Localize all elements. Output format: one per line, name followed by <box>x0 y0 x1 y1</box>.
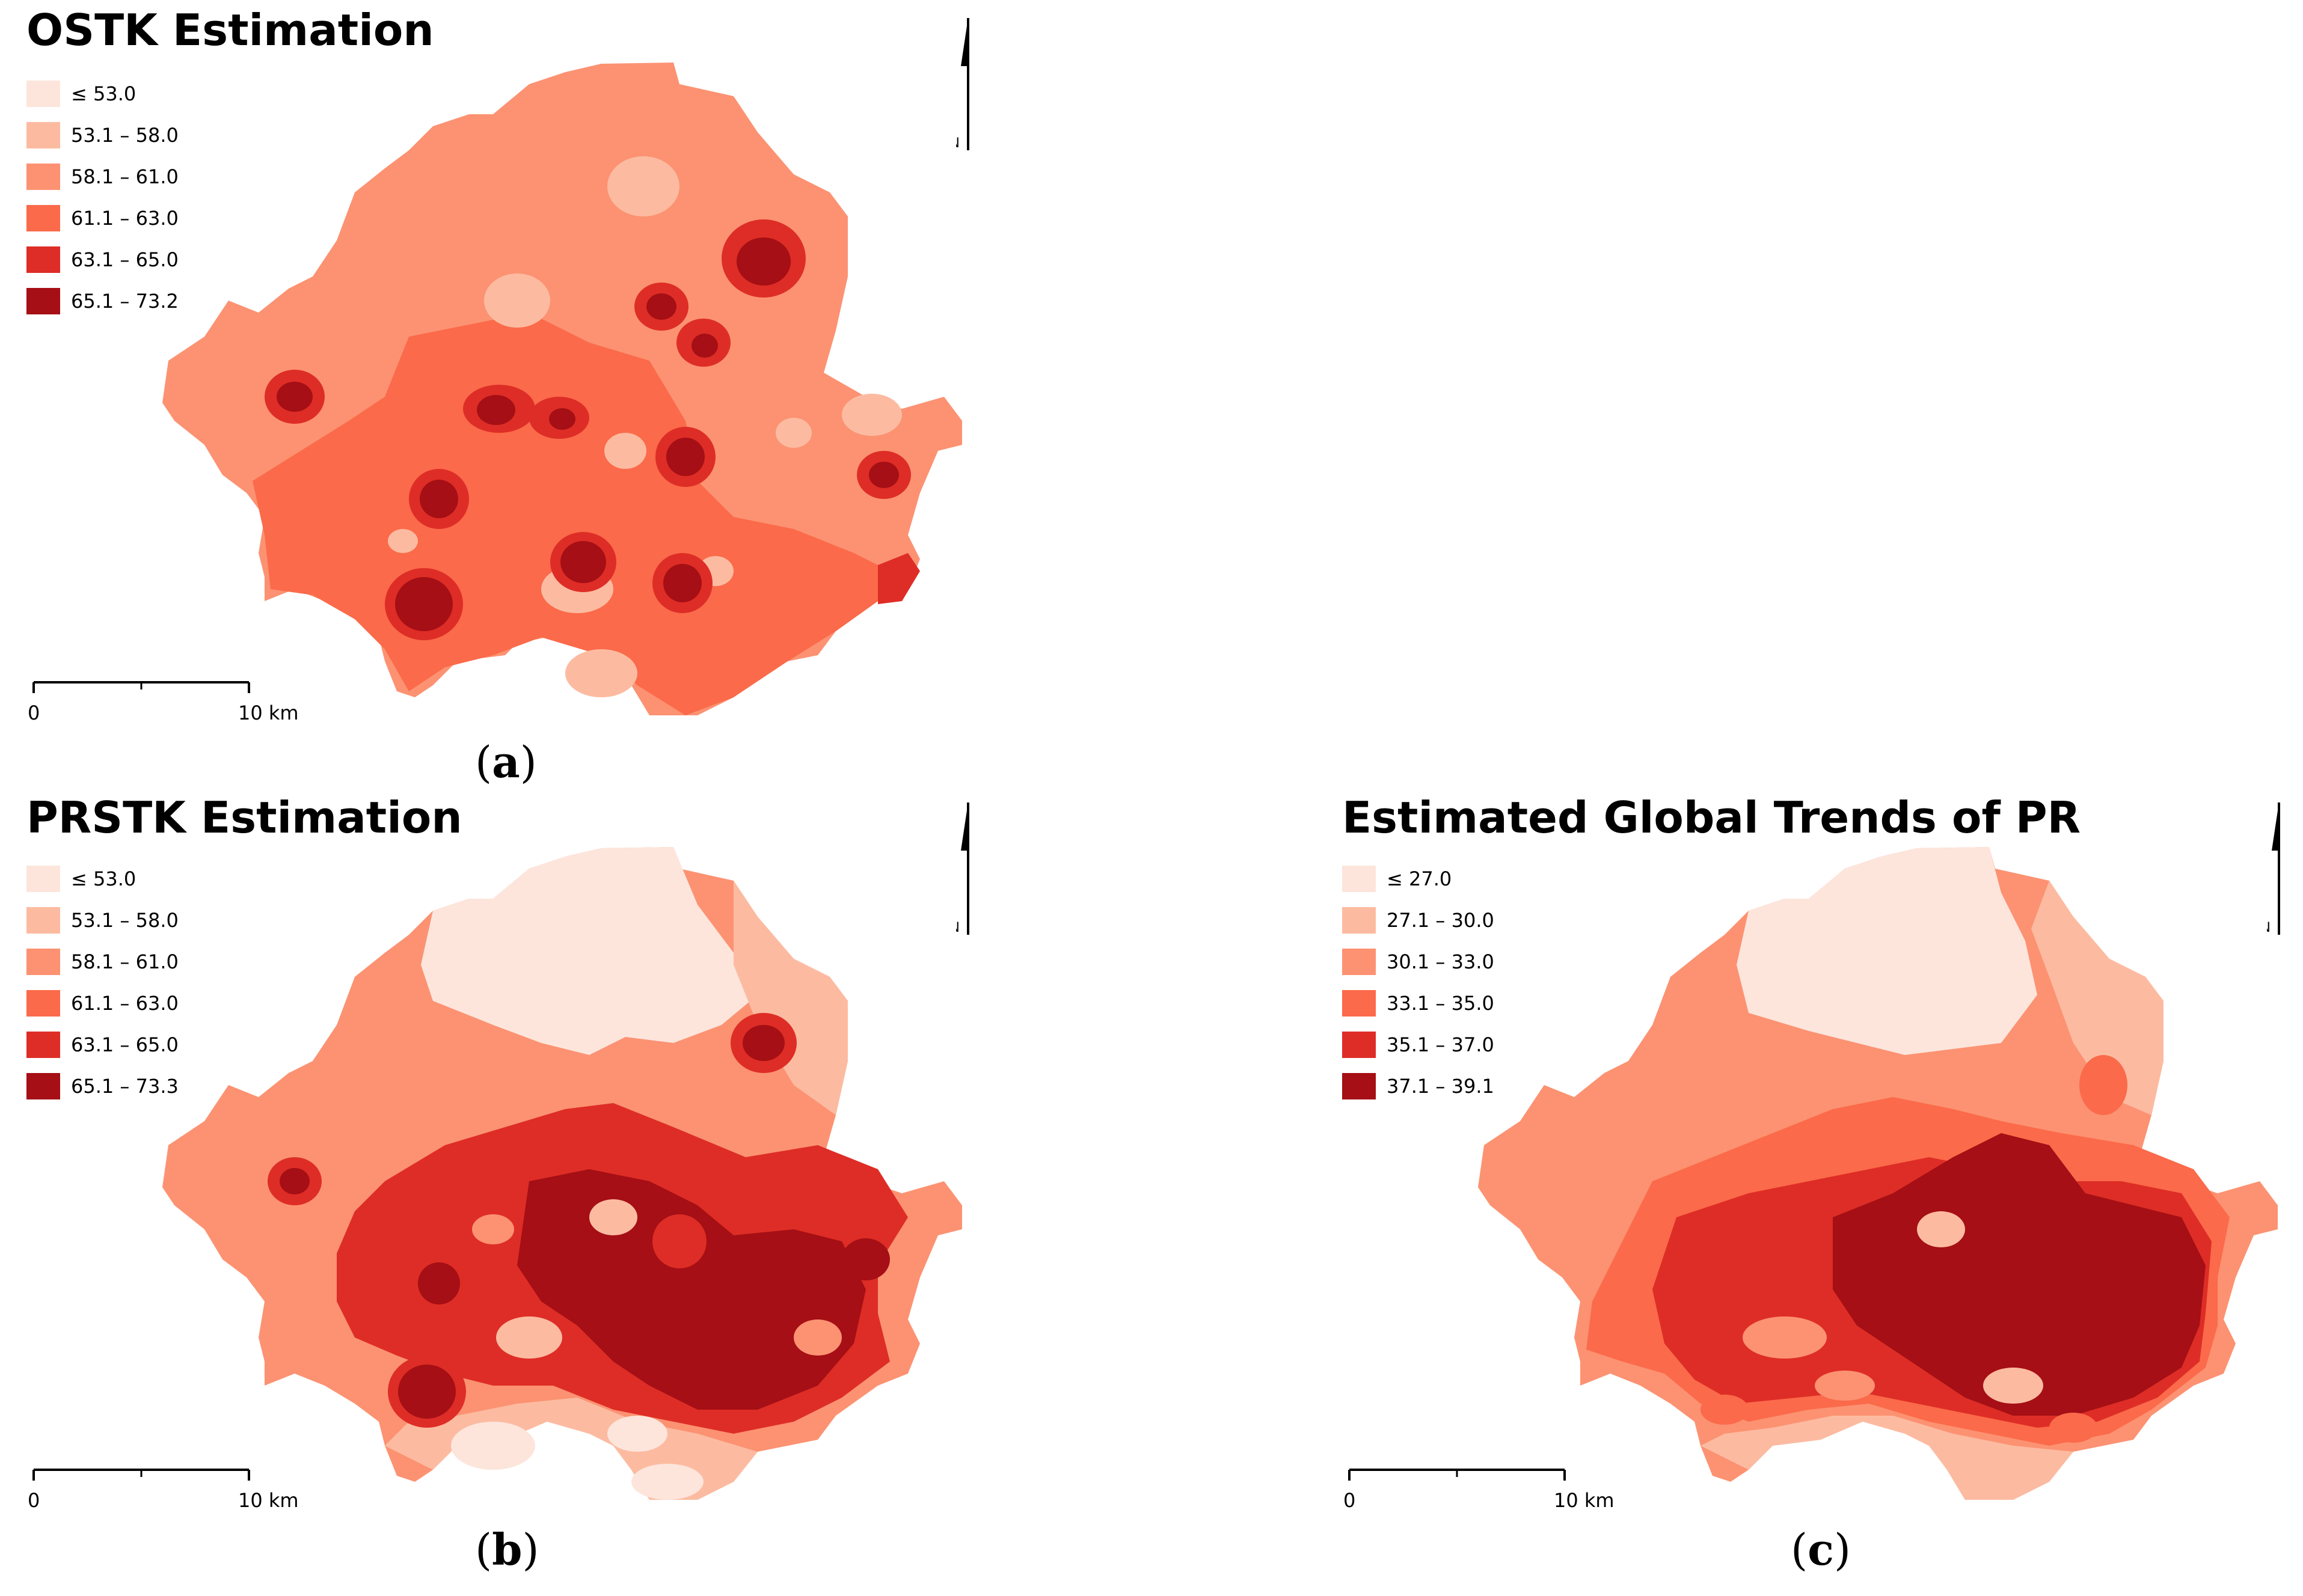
legend-swatch <box>26 164 60 190</box>
legend-label: 35.1 – 37.0 <box>1387 1033 1494 1056</box>
panel-b-caption: (b) <box>475 1524 539 1575</box>
legend-swatch <box>26 866 60 892</box>
north-label: N <box>956 136 960 151</box>
legend-label: 58.1 – 61.0 <box>71 165 179 188</box>
legend-swatch <box>1342 1032 1376 1058</box>
panel-a-title: OSTK Estimation <box>26 5 434 55</box>
legend-label: 53.1 – 58.0 <box>71 909 179 932</box>
panel-a-map <box>162 63 962 715</box>
legend-label: 61.1 – 63.0 <box>71 992 179 1015</box>
legend-label: ≤ 53.0 <box>71 82 136 105</box>
legend-label: ≤ 27.0 <box>1387 867 1452 890</box>
legend-swatch <box>1342 990 1376 1017</box>
legend-label: 33.1 – 35.0 <box>1387 992 1494 1015</box>
north-arrow-icon: N <box>956 803 969 935</box>
legend-swatch <box>26 122 60 148</box>
legend-swatch <box>26 907 60 934</box>
legend-swatch <box>26 205 60 231</box>
legend-label: 27.1 – 30.0 <box>1387 909 1494 932</box>
scale-zero-label: 0 <box>1343 1489 1355 1512</box>
legend-label: 53.1 – 58.0 <box>71 124 179 147</box>
panel-b-scale-bar: 0 10 km <box>28 1469 299 1512</box>
legend-label: 63.1 – 65.0 <box>71 1033 179 1056</box>
legend-label: 63.1 – 65.0 <box>71 248 179 271</box>
panel-c-map <box>1478 847 2278 1500</box>
scale-end-label: 10 km <box>238 1489 299 1512</box>
north-label: N <box>2267 920 2271 935</box>
panel-a-caption: (a) <box>475 736 537 787</box>
legend-swatch <box>1342 949 1376 975</box>
caption-letter: b <box>492 1524 523 1575</box>
legend-label: 30.1 – 33.0 <box>1387 950 1494 973</box>
legend-swatch <box>26 288 60 314</box>
north-label: N <box>956 920 960 935</box>
legend-swatch <box>1342 907 1376 934</box>
legend-swatch <box>26 949 60 975</box>
legend-swatch <box>26 1032 60 1058</box>
legend-swatch <box>1342 866 1376 892</box>
legend-swatch <box>26 990 60 1017</box>
legend-label: 37.1 – 39.1 <box>1387 1075 1494 1098</box>
north-arrow-icon: N <box>956 18 969 151</box>
legend-label: 61.1 – 63.0 <box>71 207 179 230</box>
legend-swatch <box>26 81 60 107</box>
panel-c-scale-bar: 0 10 km <box>1343 1469 1615 1512</box>
legend-swatch <box>26 246 60 273</box>
legend-label: 65.1 – 73.2 <box>71 290 179 313</box>
scale-end-label: 10 km <box>238 702 299 724</box>
caption-letter: c <box>1808 1524 1834 1575</box>
panel-b-map <box>162 847 962 1500</box>
north-arrow-icon: N <box>2267 803 2280 935</box>
legend-label: 65.1 – 73.3 <box>71 1075 179 1098</box>
legend-swatch <box>1342 1073 1376 1099</box>
panel-a-scale-bar: 0 10 km <box>28 681 299 724</box>
caption-letter: a <box>492 736 520 787</box>
scale-end-label: 10 km <box>1554 1489 1615 1512</box>
panel-c-caption: (c) <box>1791 1524 1851 1575</box>
panel-b-title: PRSTK Estimation <box>26 792 462 843</box>
legend-label: 58.1 – 61.0 <box>71 950 179 973</box>
scale-zero-label: 0 <box>28 702 40 724</box>
legend-swatch <box>26 1073 60 1099</box>
scale-zero-label: 0 <box>28 1489 40 1512</box>
legend-label: ≤ 53.0 <box>71 867 136 890</box>
panel-c-title: Estimated Global Trends of PR <box>1342 792 2081 843</box>
